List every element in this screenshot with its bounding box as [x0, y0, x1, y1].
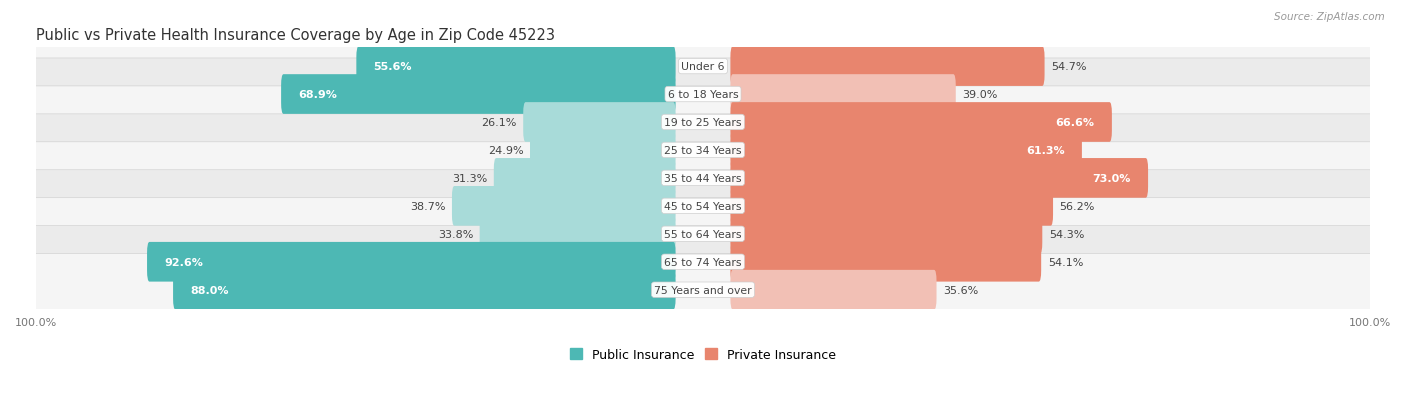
Text: 26.1%: 26.1%	[481, 118, 516, 128]
Legend: Public Insurance, Private Insurance: Public Insurance, Private Insurance	[569, 348, 837, 361]
Text: 65 to 74 Years: 65 to 74 Years	[664, 257, 742, 267]
FancyBboxPatch shape	[173, 270, 676, 310]
FancyBboxPatch shape	[31, 198, 1375, 270]
FancyBboxPatch shape	[31, 31, 1375, 103]
Text: 31.3%: 31.3%	[451, 173, 488, 183]
FancyBboxPatch shape	[356, 47, 676, 87]
FancyBboxPatch shape	[281, 75, 676, 114]
FancyBboxPatch shape	[451, 187, 676, 226]
FancyBboxPatch shape	[730, 270, 936, 310]
Text: 54.3%: 54.3%	[1049, 229, 1084, 239]
Text: 25 to 34 Years: 25 to 34 Years	[664, 146, 742, 156]
FancyBboxPatch shape	[479, 214, 676, 254]
Text: Source: ZipAtlas.com: Source: ZipAtlas.com	[1274, 12, 1385, 22]
FancyBboxPatch shape	[523, 103, 676, 142]
Text: Public vs Private Health Insurance Coverage by Age in Zip Code 45223: Public vs Private Health Insurance Cover…	[37, 28, 555, 43]
FancyBboxPatch shape	[31, 226, 1375, 298]
Text: 66.6%: 66.6%	[1056, 118, 1095, 128]
Text: 33.8%: 33.8%	[437, 229, 472, 239]
FancyBboxPatch shape	[31, 142, 1375, 214]
Text: 38.7%: 38.7%	[411, 202, 446, 211]
Text: 54.1%: 54.1%	[1047, 257, 1083, 267]
FancyBboxPatch shape	[530, 131, 676, 171]
Text: 56.2%: 56.2%	[1060, 202, 1095, 211]
Text: 24.9%: 24.9%	[488, 146, 523, 156]
Text: 35.6%: 35.6%	[943, 285, 979, 295]
FancyBboxPatch shape	[730, 103, 1112, 142]
Text: 39.0%: 39.0%	[962, 90, 998, 100]
Text: Under 6: Under 6	[682, 62, 724, 72]
Text: 75 Years and over: 75 Years and over	[654, 285, 752, 295]
Text: 68.9%: 68.9%	[298, 90, 337, 100]
Text: 6 to 18 Years: 6 to 18 Years	[668, 90, 738, 100]
FancyBboxPatch shape	[730, 75, 956, 114]
FancyBboxPatch shape	[31, 59, 1375, 131]
FancyBboxPatch shape	[494, 159, 676, 198]
Text: 88.0%: 88.0%	[190, 285, 229, 295]
FancyBboxPatch shape	[730, 131, 1081, 171]
Text: 35 to 44 Years: 35 to 44 Years	[664, 173, 742, 183]
FancyBboxPatch shape	[730, 47, 1045, 87]
FancyBboxPatch shape	[31, 87, 1375, 159]
Text: 61.3%: 61.3%	[1026, 146, 1064, 156]
FancyBboxPatch shape	[730, 187, 1053, 226]
FancyBboxPatch shape	[730, 214, 1042, 254]
Text: 19 to 25 Years: 19 to 25 Years	[664, 118, 742, 128]
FancyBboxPatch shape	[730, 242, 1042, 282]
Text: 55.6%: 55.6%	[374, 62, 412, 72]
Text: 45 to 54 Years: 45 to 54 Years	[664, 202, 742, 211]
FancyBboxPatch shape	[31, 171, 1375, 242]
Text: 73.0%: 73.0%	[1092, 173, 1130, 183]
Text: 54.7%: 54.7%	[1052, 62, 1087, 72]
FancyBboxPatch shape	[148, 242, 676, 282]
FancyBboxPatch shape	[31, 114, 1375, 187]
Text: 92.6%: 92.6%	[165, 257, 204, 267]
FancyBboxPatch shape	[730, 159, 1149, 198]
FancyBboxPatch shape	[31, 254, 1375, 326]
Text: 55 to 64 Years: 55 to 64 Years	[664, 229, 742, 239]
